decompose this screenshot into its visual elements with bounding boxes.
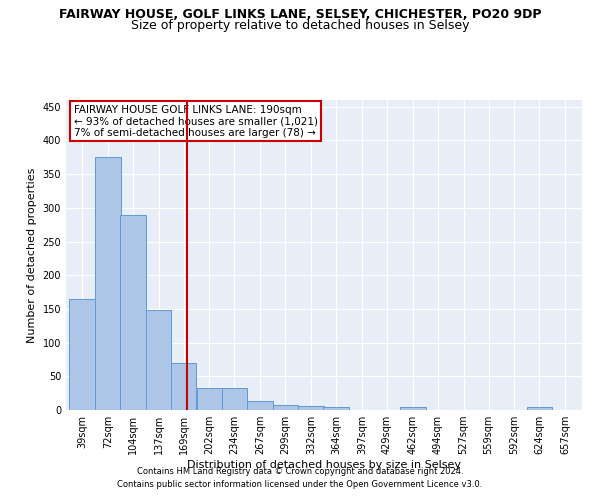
Bar bbox=[221, 388, 247, 410]
Y-axis label: Number of detached properties: Number of detached properties bbox=[27, 168, 37, 342]
Bar bbox=[272, 406, 298, 410]
X-axis label: Distribution of detached houses by size in Selsey: Distribution of detached houses by size … bbox=[187, 460, 461, 470]
Text: FAIRWAY HOUSE GOLF LINKS LANE: 190sqm
← 93% of detached houses are smaller (1,02: FAIRWAY HOUSE GOLF LINKS LANE: 190sqm ← … bbox=[74, 104, 318, 138]
Bar bbox=[298, 406, 324, 410]
Bar bbox=[527, 406, 552, 410]
Text: Contains public sector information licensed under the Open Government Licence v3: Contains public sector information licen… bbox=[118, 480, 482, 489]
Text: FAIRWAY HOUSE, GOLF LINKS LANE, SELSEY, CHICHESTER, PO20 9DP: FAIRWAY HOUSE, GOLF LINKS LANE, SELSEY, … bbox=[59, 8, 541, 20]
Bar bbox=[323, 406, 349, 410]
Bar bbox=[95, 158, 121, 410]
Bar bbox=[400, 406, 425, 410]
Bar bbox=[120, 214, 146, 410]
Bar bbox=[197, 388, 222, 410]
Text: Contains HM Land Registry data © Crown copyright and database right 2024.: Contains HM Land Registry data © Crown c… bbox=[137, 467, 463, 476]
Bar bbox=[146, 310, 172, 410]
Bar bbox=[247, 401, 273, 410]
Text: Size of property relative to detached houses in Selsey: Size of property relative to detached ho… bbox=[131, 19, 469, 32]
Bar bbox=[69, 299, 95, 410]
Bar bbox=[171, 363, 196, 410]
